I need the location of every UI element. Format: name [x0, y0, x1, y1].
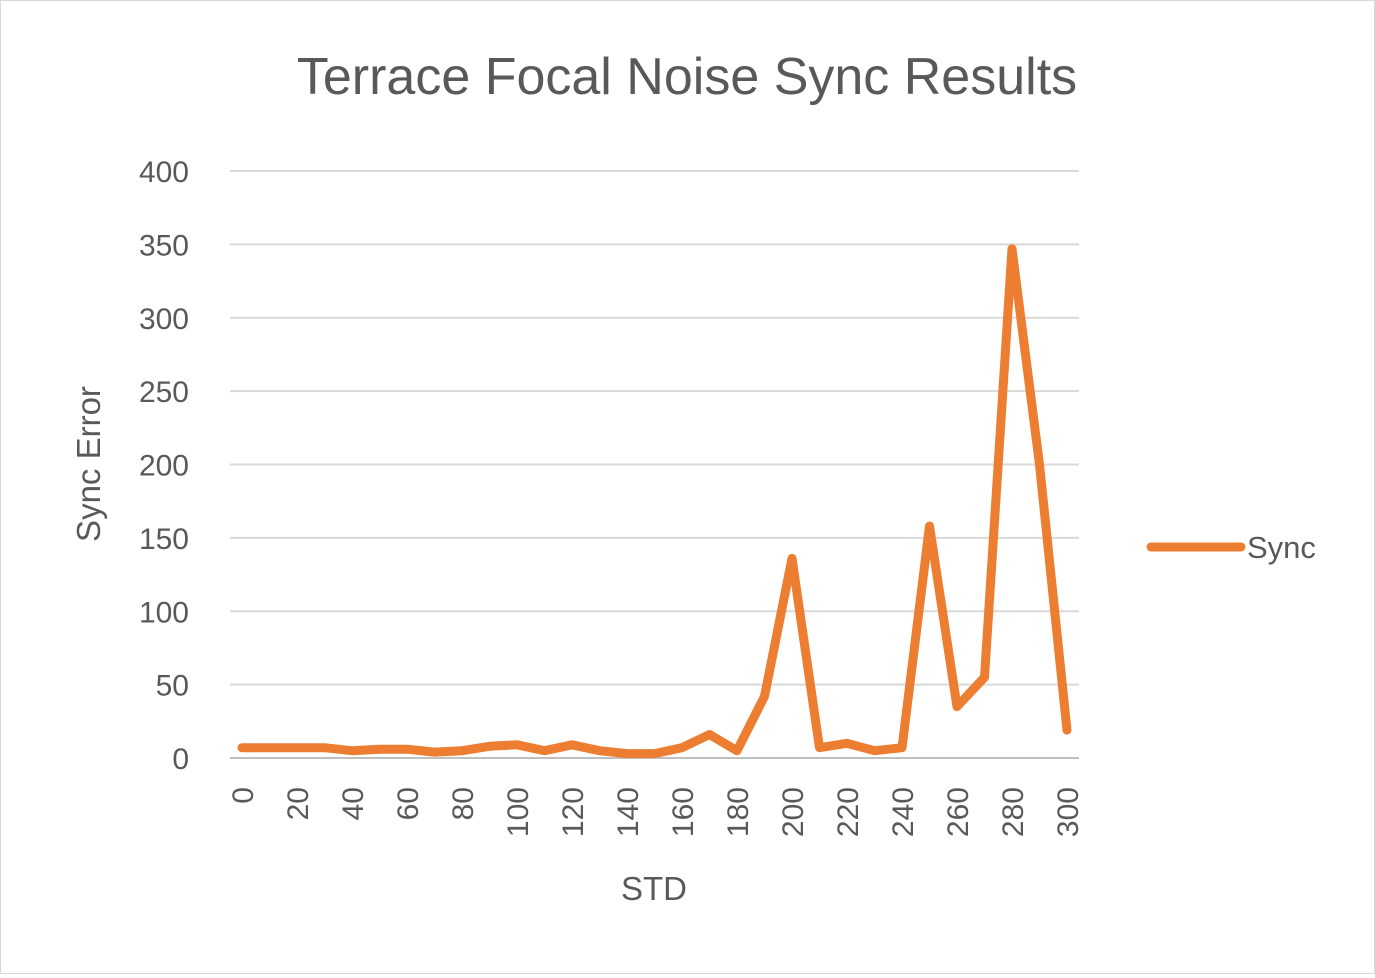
x-tick-label: 100 [502, 787, 535, 837]
y-tick-label: 100 [139, 596, 189, 629]
y-tick-labels: 0 50 100 150 200 250 300 350 400 [139, 156, 189, 776]
series-line-sync [237, 244, 1072, 759]
x-tick-label: 60 [392, 787, 425, 820]
x-tick-label: 200 [777, 787, 810, 837]
y-axis-title: Sync Error [70, 386, 107, 542]
x-tick-label: 40 [337, 787, 370, 820]
x-tick-label: 20 [282, 787, 315, 820]
legend: Sync [1146, 530, 1316, 565]
x-tick-label: 0 [227, 787, 260, 804]
x-tick-label: 180 [722, 787, 755, 837]
x-tick-label: 220 [832, 787, 865, 837]
x-tick-label: 300 [1052, 787, 1085, 837]
y-tick-label: 150 [139, 523, 189, 556]
y-tick-label: 250 [139, 376, 189, 409]
chart-title: Terrace Focal Noise Sync Results [297, 48, 1077, 106]
y-tick-label: 400 [139, 156, 189, 189]
y-tick-label: 350 [139, 229, 189, 262]
x-tick-label: 80 [447, 787, 480, 820]
y-tick-label: 0 [172, 743, 189, 776]
x-axis-title: STD [621, 870, 687, 907]
legend-label-sync: Sync [1247, 530, 1316, 565]
x-tick-label: 240 [887, 787, 920, 837]
x-tick-label: 140 [612, 787, 645, 837]
y-tick-label: 200 [139, 450, 189, 483]
x-tick-label: 120 [557, 787, 590, 837]
x-tick-labels: 0 20 40 60 80 100 120 140 160 180 200 220 240 260 280 3… [227, 787, 1085, 837]
y-tick-label: 300 [139, 303, 189, 336]
grid-layer [230, 170, 1079, 759]
x-tick-label: 260 [942, 787, 975, 837]
y-tick-label: 50 [156, 670, 189, 703]
x-tick-label: 160 [667, 787, 700, 837]
x-tick-label: 280 [997, 787, 1030, 837]
series-layer [237, 244, 1072, 759]
